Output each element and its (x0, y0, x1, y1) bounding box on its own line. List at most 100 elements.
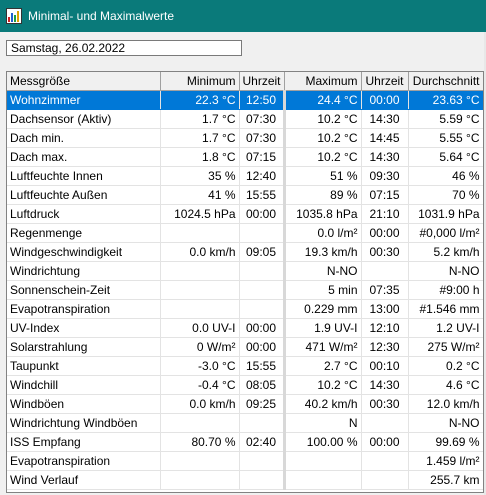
cell-maximum (284, 451, 362, 471)
cell-min-time: 07:30 (239, 128, 286, 148)
cell-average: 5.2 km/h (408, 242, 483, 262)
cell-maximum: 471 W/m² (284, 337, 362, 357)
cell-max-time: 00:00 (361, 90, 409, 110)
table-row[interactable]: Dachsensor (Aktiv) 1.7 °C 07:30 10.2 °C 14:3… (7, 109, 483, 129)
cell-min-time (239, 451, 286, 471)
cell-average: 5.59 °C (408, 109, 483, 129)
cell-minimum: 1.8 °C (160, 147, 240, 167)
column-header-uhrzeit-min[interactable]: Uhrzeit (239, 72, 285, 91)
cell-minimum (160, 280, 240, 300)
window-title: Minimal- und Maximalwerte (28, 9, 175, 23)
table-row[interactable]: Solarstrahlung 0 W/m² 00:00 471 W/m² 12:30 27… (7, 337, 483, 357)
cell-maximum: 1035.8 hPa (284, 204, 362, 224)
table-row[interactable]: Windchill -0.4 °C 08:05 10.2 °C 14:30 4.6 °C (7, 375, 483, 395)
cell-min-time: 08:05 (239, 375, 286, 395)
cell-max-time (361, 470, 409, 490)
cell-minimum (160, 470, 240, 490)
cell-minimum: 1024.5 hPa (160, 204, 240, 224)
table-row[interactable]: Dach max. 1.8 °C 07:15 10.2 °C 14:30 5.64 °C (7, 147, 483, 167)
cell-name: Luftfeuchte Außen (7, 185, 161, 205)
column-header-maximum[interactable]: Maximum (284, 72, 362, 91)
table-row[interactable]: ISS Empfang 80.70 % 02:40 100.00 % 00:00 99.6… (7, 432, 483, 452)
column-header-uhrzeit-max[interactable]: Uhrzeit (361, 72, 409, 91)
cell-average: #1.546 mm (408, 299, 483, 319)
cell-min-time: 07:30 (239, 109, 286, 129)
table-row[interactable]: Windböen 0.0 km/h 09:25 40.2 km/h 00:30 12.0 … (7, 394, 483, 414)
cell-max-time: 00:30 (361, 394, 409, 414)
cell-maximum: 10.2 °C (284, 147, 362, 167)
table-row[interactable]: Windrichtung Windböen N N-NO (7, 413, 483, 433)
cell-maximum: 5 min (284, 280, 362, 300)
cell-name: Taupunkt (7, 356, 161, 376)
min-max-table[interactable]: Messgröße Minimum Uhrzeit Maximum Uhrzei… (6, 71, 484, 493)
cell-max-time: 14:30 (361, 147, 409, 167)
table-row[interactable]: Taupunkt -3.0 °C 15:55 2.7 °C 00:10 0.2 °C (7, 356, 483, 376)
cell-average: 255.7 km (408, 470, 483, 490)
table-row[interactable]: Luftfeuchte Außen 41 % 15:55 89 % 07:15 70 % (7, 185, 483, 205)
column-header-messgroesse[interactable]: Messgröße (7, 72, 161, 91)
cell-name: Dach max. (7, 147, 161, 167)
cell-maximum: 10.2 °C (284, 128, 362, 148)
cell-maximum: 0.0 l/m² (284, 223, 362, 243)
column-header-durchschnitt[interactable]: Durchschnitt (408, 72, 483, 91)
cell-average: 46 % (408, 166, 483, 186)
cell-average: 23.63 °C (408, 90, 483, 110)
cell-max-time (361, 261, 409, 281)
cell-minimum: 80.70 % (160, 432, 240, 452)
cell-name: UV-Index (7, 318, 161, 338)
table-row[interactable]: Luftdruck 1024.5 hPa 00:00 1035.8 hPa 21:10 1… (7, 204, 483, 224)
column-header-minimum[interactable]: Minimum (160, 72, 240, 91)
table-row[interactable]: Evapotranspiration 0.229 mm 13:00 #1.546 mm (7, 299, 483, 319)
cell-max-time: 07:15 (361, 185, 409, 205)
cell-min-time: 00:00 (239, 318, 286, 338)
table-header-row: Messgröße Minimum Uhrzeit Maximum Uhrzei… (7, 72, 483, 91)
cell-max-time: 12:10 (361, 318, 409, 338)
cell-max-time: 00:00 (361, 223, 409, 243)
title-bar[interactable]: Minimal- und Maximalwerte (0, 0, 486, 32)
table-row[interactable]: Wohnzimmer 22.3 °C 12:50 24.4 °C 00:00 23.63 … (7, 90, 483, 110)
cell-name: Solarstrahlung (7, 337, 161, 357)
table-row[interactable]: Wind Verlauf 255.7 km (7, 470, 483, 490)
window-border (484, 32, 486, 495)
table-row[interactable]: Evapotranspiration 1.459 l/m² (7, 451, 483, 471)
cell-average: 12.0 km/h (408, 394, 483, 414)
cell-max-time (361, 451, 409, 471)
cell-minimum: 0 W/m² (160, 337, 240, 357)
cell-average: 1.2 UV-I (408, 318, 483, 338)
cell-min-time (239, 299, 286, 319)
cell-min-time: 15:55 (239, 356, 286, 376)
cell-average: 1031.9 hPa (408, 204, 483, 224)
cell-minimum (160, 261, 240, 281)
date-field[interactable]: Samstag, 26.02.2022 (6, 40, 242, 56)
cell-max-time: 21:10 (361, 204, 409, 224)
cell-average: #9:00 h (408, 280, 483, 300)
cell-maximum: 19.3 km/h (284, 242, 362, 262)
cell-max-time: 09:30 (361, 166, 409, 186)
table-row[interactable]: Luftfeuchte Innen 35 % 12:40 51 % 09:30 46 % (7, 166, 483, 186)
cell-max-time: 13:00 (361, 299, 409, 319)
table-row[interactable]: Windgeschwindigkeit 0.0 km/h 09:05 19.3 km/… (7, 242, 483, 262)
table-row[interactable]: UV-Index 0.0 UV-I 00:00 1.9 UV-I 12:10 1.2 UV… (7, 318, 483, 338)
cell-min-time (239, 223, 286, 243)
table-row[interactable]: Sonnenschein-Zeit 5 min 07:35 #9:00 h (7, 280, 483, 300)
cell-min-time (239, 413, 286, 433)
cell-min-time (239, 280, 286, 300)
cell-max-time: 12:30 (361, 337, 409, 357)
cell-maximum: 24.4 °C (284, 90, 362, 110)
cell-minimum (160, 299, 240, 319)
cell-maximum: 2.7 °C (284, 356, 362, 376)
cell-min-time: 07:15 (239, 147, 286, 167)
cell-min-time: 02:40 (239, 432, 286, 452)
table-row[interactable]: Dach min. 1.7 °C 07:30 10.2 °C 14:45 5.55 °C (7, 128, 483, 148)
cell-maximum: 0.229 mm (284, 299, 362, 319)
cell-minimum: 1.7 °C (160, 109, 240, 129)
cell-max-time: 14:30 (361, 375, 409, 395)
table-row[interactable]: Regenmenge 0.0 l/m² 00:00 #0,000 l/m² (7, 223, 483, 243)
chart-app-icon (6, 8, 22, 24)
cell-minimum: 0.0 km/h (160, 394, 240, 414)
cell-min-time: 12:50 (239, 90, 286, 110)
cell-minimum (160, 451, 240, 471)
cell-name: Sonnenschein-Zeit (7, 280, 161, 300)
table-row[interactable]: Windrichtung N-NO N-NO (7, 261, 483, 281)
cell-average: 275 W/m² (408, 337, 483, 357)
